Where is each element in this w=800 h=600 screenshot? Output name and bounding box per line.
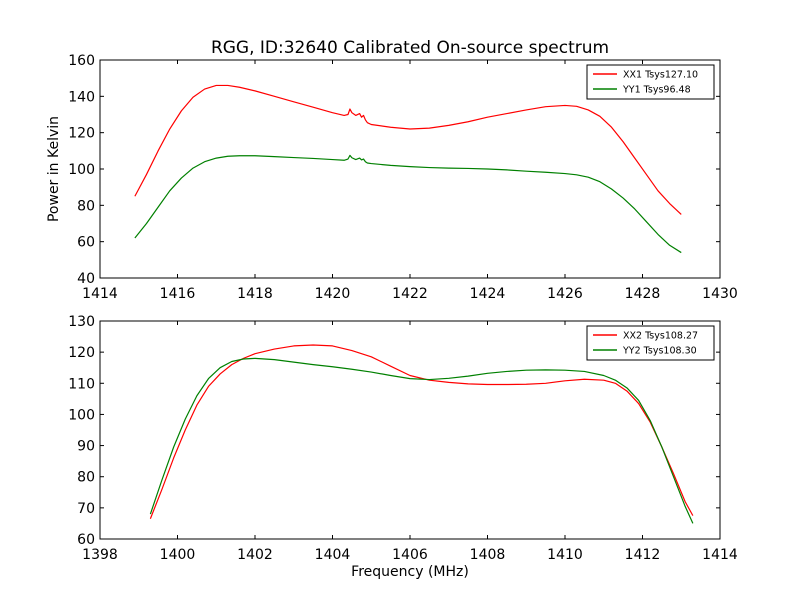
x-tick-label: 1410 [547,547,583,563]
x-tick-label: 1414 [82,286,118,302]
y-axis-title: Power in Kelvin [46,116,62,222]
legend-box [586,64,715,100]
y-tick-label: 160 [68,53,95,69]
y-tick-label: 140 [68,89,95,105]
series-line-1 [134,84,682,215]
legend-label-1: XX1 Tsys127.10 [623,70,698,81]
x-tick-label: 1400 [160,547,196,563]
x-tick-label: 1406 [392,547,428,563]
legend: XX2 Tsys108.27 YY2 Tsys108.30 [586,325,715,361]
x-axis-title: Frequency (MHz) [351,564,469,580]
legend-label-2: YY1 Tsys96.48 [622,85,691,96]
x-tick-label: 1416 [160,286,196,302]
y-tick-label: 80 [77,198,95,214]
legend-label-1: XX2 Tsys108.27 [623,331,698,342]
x-tick-label: 1420 [315,286,351,302]
figure-title: RGG, ID:32640 Calibrated On-source spect… [211,38,609,58]
x-tick-label: 1418 [237,286,273,302]
y-tick-label: 100 [68,407,95,423]
y-tick-label: 110 [68,376,95,392]
x-tick-label: 1412 [625,547,661,563]
y-tick-label: 40 [77,271,95,287]
x-tick-label: 1428 [625,286,661,302]
y-tick-label: 100 [68,162,95,178]
x-tick-label: 1430 [702,286,738,302]
y-tick-label: 120 [68,345,95,361]
series-line-2 [134,154,682,254]
y-tick-label: 120 [68,126,95,142]
x-tick-label: 1422 [392,286,428,302]
y-tick-label: 80 [77,470,95,486]
top-panel: 1414 1416 1418 1420 1422 1424 1426 1428 1430 40 60… [46,53,738,302]
bottom-panel: 1398 1400 1402 1404 1406 1408 1410 1412 1414 60 70… [68,314,738,580]
series-line-2 [149,357,694,524]
x-tick-label: 1404 [315,547,351,563]
y-tick-label: 90 [77,439,95,455]
series-line-1 [149,344,694,519]
y-tick-label: 60 [77,235,95,251]
x-tick-label: 1424 [470,286,506,302]
y-tick-label: 70 [77,501,95,517]
x-tick-label: 1426 [547,286,583,302]
x-tick-label: 1398 [82,547,118,563]
legend: XX1 Tsys127.10 YY1 Tsys96.48 [586,64,715,100]
legend-box [586,325,715,361]
y-tick-label: 130 [68,314,95,330]
x-tick-label: 1408 [470,547,506,563]
y-tick-label: 60 [77,532,95,548]
legend-label-2: YY2 Tsys108.30 [622,346,697,357]
x-tick-label: 1414 [702,547,738,563]
x-tick-label: 1402 [237,547,273,563]
